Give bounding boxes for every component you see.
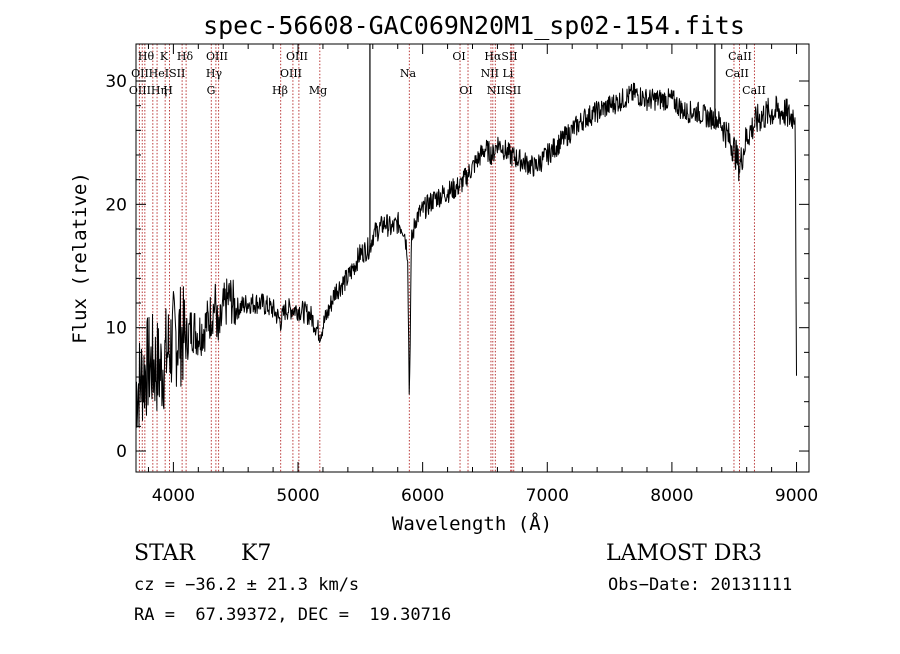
line-label: OIII — [206, 50, 228, 63]
x-axis-label: Wavelength (Å) — [392, 512, 552, 535]
line-label: G — [207, 84, 216, 97]
line-label: K — [160, 50, 169, 63]
subclass: K7 — [241, 541, 271, 566]
line-label: H — [163, 84, 173, 97]
line-label: OI — [459, 84, 472, 97]
y-tick-label: 0 — [116, 442, 127, 462]
y-tick-label: 30 — [105, 72, 127, 92]
line-label: NII Li — [481, 67, 514, 80]
line-label: CaII — [725, 67, 749, 80]
obs-date: Obs−Date: 20131111 — [608, 575, 792, 595]
y-tick-label: 20 — [105, 195, 127, 215]
line-label: HeISII — [149, 67, 186, 80]
line-label: CaII — [742, 84, 766, 97]
line-label-group: Hθ K Hδ OIII OIII OI HαSII CaII OII HeISII Hγ OIII N… — [129, 50, 766, 97]
line-label: OII — [131, 67, 149, 80]
spectrum-layer — [135, 44, 797, 428]
y-axis-label: Flux (relative) — [69, 172, 91, 344]
coordinates: RA = 67.39372, DEC = 19.30716 — [134, 605, 451, 625]
line-label: OIIIHη — [129, 84, 167, 97]
line-label: CaII — [728, 50, 752, 63]
x-tick-label: 8000 — [650, 486, 693, 506]
x-tick-label: 6000 — [401, 486, 444, 506]
line-label: OIII — [280, 67, 302, 80]
line-label: Hγ — [206, 67, 223, 80]
line-label: Hβ — [272, 84, 288, 97]
x-tick-label: 5000 — [276, 486, 319, 506]
axis-tick-labels: 4000 5000 6000 7000 8000 9000 0 10 20 30 — [105, 72, 818, 506]
chart-title: spec-56608-GAC069N20M1_sp02-154.fits — [203, 11, 745, 40]
plot-frame — [135, 43, 810, 473]
line-label: NIISII — [487, 84, 522, 97]
axis-ticks — [136, 44, 809, 472]
line-label: Hθ — [138, 50, 155, 63]
line-label: Hδ — [177, 50, 194, 63]
y-tick-label: 10 — [105, 319, 127, 339]
line-label: OIII — [286, 50, 308, 63]
object-type: STAR — [134, 541, 196, 566]
line-label: Na — [400, 67, 417, 80]
line-label: HαSII — [484, 50, 517, 63]
spectrum-line — [135, 82, 797, 428]
x-tick-label: 9000 — [775, 486, 818, 506]
x-tick-label: 4000 — [152, 486, 195, 506]
line-marker-group — [138, 44, 755, 472]
line-label: OI — [452, 50, 465, 63]
x-tick-label: 7000 — [526, 486, 569, 506]
survey-name: LAMOST DR3 — [606, 541, 762, 566]
redshift-value: cz = −36.2 ± 21.3 km/s — [134, 575, 359, 595]
line-label: Mg — [309, 84, 327, 97]
